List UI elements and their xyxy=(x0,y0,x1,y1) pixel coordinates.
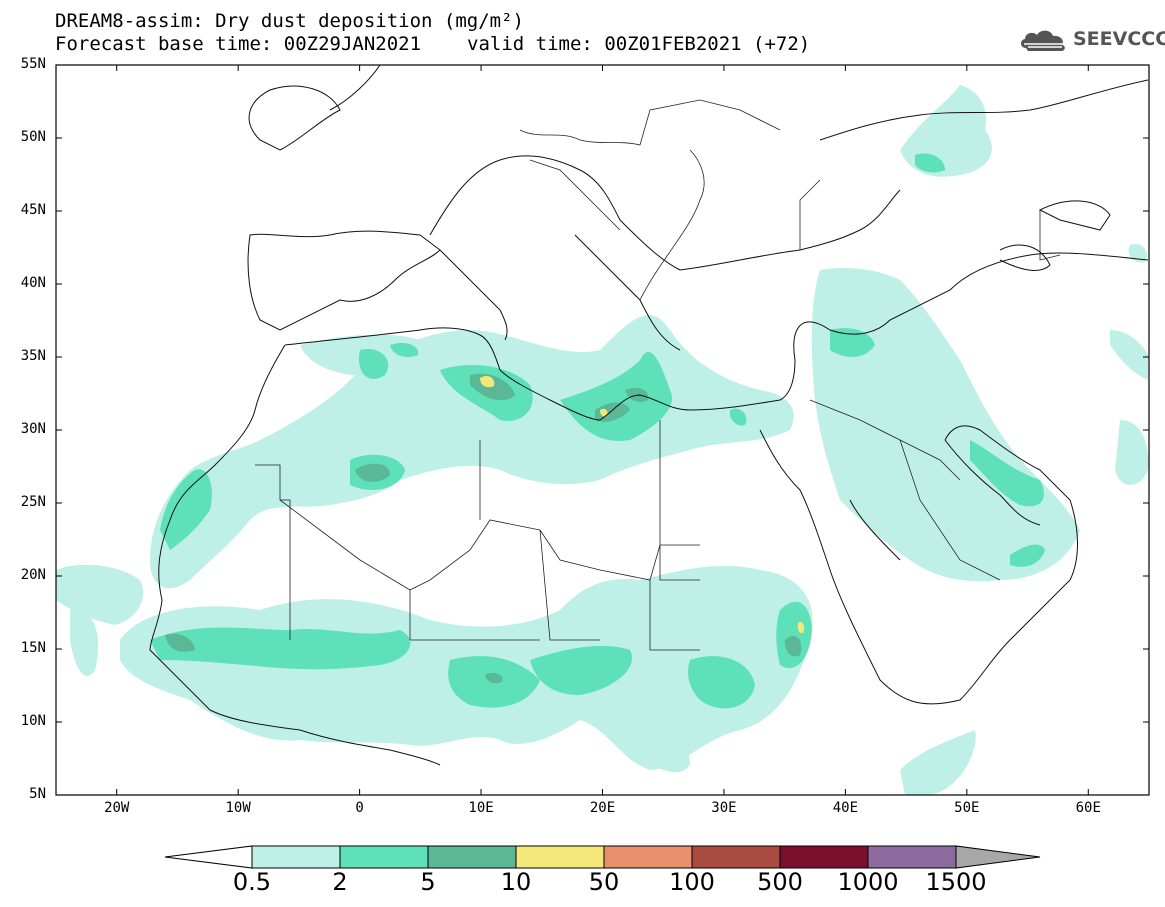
longitude-label: 30E xyxy=(711,800,737,816)
deposition-level-5 xyxy=(165,373,802,684)
colorbar-label: 50 xyxy=(588,868,620,896)
map-subtitle: Forecast base time: 00Z29JAN2021 valid ti… xyxy=(55,33,810,55)
colorbar-swatch xyxy=(251,845,341,869)
cloud-icon xyxy=(1020,30,1065,52)
colorbar-label: 500 xyxy=(757,868,803,896)
longitude-label: 60E xyxy=(1075,800,1101,816)
valid-time: valid time: 00Z01FEB2021 (+72) xyxy=(467,33,811,55)
latitude-label: 25N xyxy=(20,494,46,510)
latitude-label: 10N xyxy=(20,713,46,729)
colorbar-label: 100 xyxy=(669,868,715,896)
longitude-label: 10W xyxy=(225,800,251,816)
country-borders xyxy=(255,99,1061,651)
dust-deposition-field xyxy=(56,85,1149,795)
map-title: DREAM8-assim: Dry dust deposition (mg/m²… xyxy=(55,10,524,32)
colorbar-swatch xyxy=(427,845,517,869)
colorbar-over-triangle xyxy=(955,845,1041,869)
colorbar-swatch xyxy=(691,845,781,869)
coastlines xyxy=(149,65,1149,766)
colorbar-label: 10 xyxy=(500,868,532,896)
forecast-base-time: Forecast base time: 00Z29JAN2021 xyxy=(55,33,422,55)
longitude-label: 50E xyxy=(954,800,980,816)
latitude-label: 55N xyxy=(20,56,46,72)
colorbar-under-triangle xyxy=(164,845,253,869)
colorbar-label: 0.5 xyxy=(232,868,272,896)
colorbar-swatch xyxy=(779,845,869,869)
colorbar-swatch xyxy=(603,845,693,869)
latitude-label: 15N xyxy=(20,640,46,656)
colorbar-swatch xyxy=(515,845,605,869)
colorbar-label: 1500 xyxy=(925,868,987,896)
longitude-label: 20W xyxy=(104,800,130,816)
latitude-label: 20N xyxy=(20,567,46,583)
colorbar-label: 1000 xyxy=(837,868,899,896)
logo-text: SEEVCCC xyxy=(1073,28,1165,50)
colorbar-label: 2 xyxy=(332,868,348,896)
latitude-label: 30N xyxy=(20,421,46,437)
longitude-label: 20E xyxy=(589,800,616,816)
latitude-label: 50N xyxy=(20,129,46,145)
latitude-label: 35N xyxy=(20,348,46,364)
colorbar-label: 5 xyxy=(420,868,436,896)
latitude-label: 5N xyxy=(29,786,46,802)
longitude-label: 40E xyxy=(832,800,859,816)
longitude-label: 0 xyxy=(355,800,364,816)
latitude-label: 45N xyxy=(20,202,46,218)
latitude-label: 40N xyxy=(20,275,46,291)
seevccc-logo: SEEVCCC xyxy=(1018,26,1165,52)
colorbar xyxy=(164,845,1041,869)
deposition-level-10 xyxy=(480,375,805,634)
colorbar-swatch xyxy=(339,845,429,869)
longitude-label: 10E xyxy=(468,800,494,816)
colorbar-swatch xyxy=(867,845,957,869)
